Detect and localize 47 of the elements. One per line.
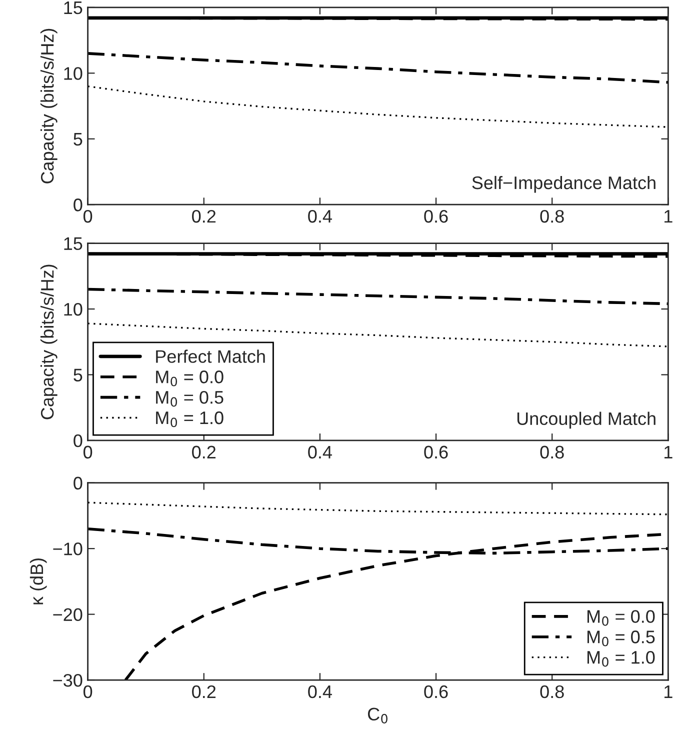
legend-label: Perfect Match (156, 350, 265, 363)
x-tick-label: 0.6 (424, 210, 448, 223)
x-tick-label: 0.4 (308, 446, 332, 459)
x-tick-label: 0 (83, 210, 92, 223)
x-tick-label: 0.8 (540, 210, 564, 223)
x-tick-label: 1 (664, 210, 672, 223)
x-tick-label: 0.6 (424, 685, 448, 698)
y-tick-label: 10 (64, 302, 82, 316)
y-tick-label: −20 (53, 608, 82, 622)
legend-label: M$_{0}$ = 0.0 (156, 370, 224, 386)
y-tick-label: 5 (74, 368, 82, 382)
x-tick-label: 0.2 (192, 685, 216, 698)
x-axis-title: C$_{0}$ (368, 708, 388, 724)
x-tick-label: 0.2 (192, 446, 216, 459)
x-tick-label: 0.6 (424, 446, 448, 459)
x-tick-label: 0.8 (540, 685, 564, 698)
legend-label: M$_{0}$ = 0.0 (587, 610, 655, 626)
line-series (88, 502, 668, 516)
y-tick-label: 15 (64, 2, 82, 14)
y-tick-label: 15 (64, 237, 82, 250)
y-tick-label: −10 (53, 542, 82, 556)
legend-label: M$_{0}$ = 0.5 (587, 630, 655, 646)
y-tick-label: 0 (74, 476, 82, 490)
y-tick-label: 10 (64, 67, 82, 80)
x-tick-label: 1 (664, 686, 672, 698)
line-series (88, 288, 668, 306)
y-tick-label: 0 (74, 434, 82, 448)
annotation: Uncoupled Match (517, 412, 656, 429)
x-tick-label: 0 (83, 446, 92, 459)
x-tick-label: 0.2 (192, 210, 216, 223)
x-tick-label: 0.4 (308, 210, 332, 223)
y-tick-label: −30 (53, 674, 82, 687)
x-tick-label: 0.8 (540, 446, 564, 459)
y-axis-title: κ (dB) (30, 558, 47, 604)
legend-label: M$_{0}$ = 0.5 (156, 390, 224, 407)
x-tick-label: 0.4 (308, 685, 332, 698)
line-series (88, 52, 668, 84)
legend-label: M$_{0}$ = 1.0 (156, 411, 224, 428)
x-tick-label: 0 (83, 685, 92, 698)
y-axis-title: Capacity (bits/s/Hz) (40, 28, 58, 184)
y-tick-label: 5 (74, 133, 82, 146)
line-series (88, 322, 668, 348)
x-tick-label: 1 (664, 446, 672, 458)
annotation: Self−Impedance Match (472, 176, 656, 193)
y-axis-title: Capacity (bits/s/Hz) (40, 264, 58, 420)
legend-label: M$_{0}$ = 1.0 (587, 650, 655, 667)
y-tick-label: 0 (74, 198, 82, 212)
